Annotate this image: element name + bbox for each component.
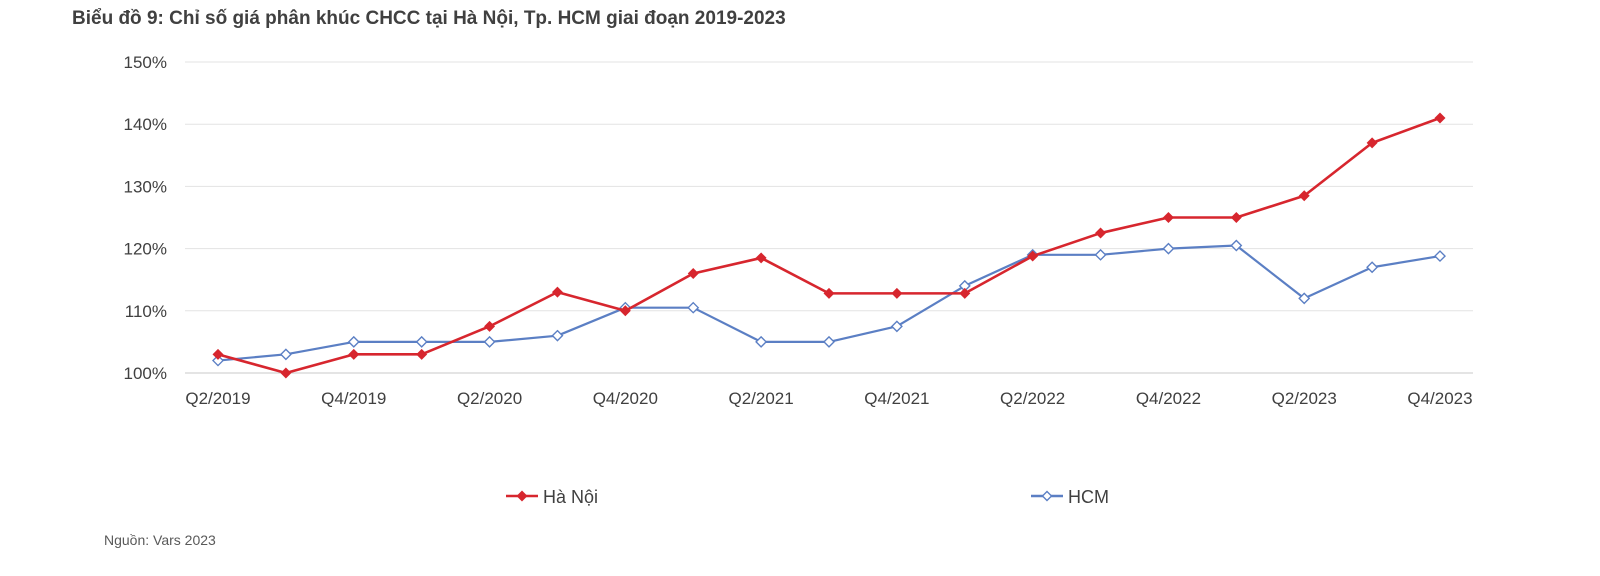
data-point [551, 329, 564, 342]
data-point [212, 348, 224, 360]
data-point [755, 252, 767, 264]
legend: Hà Nội HCM [506, 487, 1109, 507]
data-point [823, 335, 835, 348]
y-tick-label: 110% [125, 302, 167, 321]
gridlines [185, 61, 1473, 374]
data-point [1027, 250, 1039, 262]
x-tick-label: Q4/2020 [593, 389, 658, 408]
data-point [1434, 112, 1446, 124]
series-hcm [212, 239, 1446, 367]
data-point [1366, 261, 1379, 274]
legend-item: Hà Nội [506, 487, 598, 507]
data-point [619, 305, 631, 317]
data-point [1162, 242, 1175, 255]
data-point [416, 348, 428, 360]
data-point [1230, 239, 1243, 252]
x-tick-label: Q4/2023 [1407, 389, 1472, 408]
data-point [1298, 292, 1311, 305]
data-point [484, 320, 496, 332]
legend-marker [1041, 490, 1053, 502]
data-point [1434, 250, 1446, 263]
legend-marker [516, 490, 528, 502]
legend-item: HCM [1031, 487, 1109, 507]
y-tick-label: 130% [124, 177, 167, 196]
x-tick-label: Q2/2021 [728, 389, 793, 408]
data-point [348, 348, 360, 360]
data-point [415, 335, 428, 348]
legend-label: HCM [1068, 487, 1109, 507]
data-point [823, 287, 835, 299]
chart-title: Biểu đồ 9: Chỉ số giá phân khúc CHCC tại… [72, 8, 786, 29]
data-point [1230, 212, 1242, 223]
data-point [551, 286, 563, 298]
data-point [1298, 190, 1310, 202]
data-point [1095, 227, 1107, 239]
x-tick-label: Q2/2019 [185, 389, 250, 408]
data-point [890, 320, 903, 333]
series-lines [212, 112, 1446, 379]
x-tick-label: Q4/2021 [864, 389, 929, 408]
data-point [1162, 212, 1174, 223]
y-axis-ticks: 100% 110% 120% 130% 140% 150% [124, 53, 167, 383]
y-tick-label: 120% [124, 240, 167, 259]
data-point [755, 335, 768, 348]
data-point [959, 287, 971, 299]
data-point [687, 267, 699, 279]
x-tick-label: Q2/2022 [1000, 389, 1065, 408]
data-point [279, 348, 292, 361]
y-tick-label: 150% [124, 53, 167, 72]
source-note: Nguồn: Vars 2023 [104, 532, 216, 548]
data-point [280, 367, 292, 379]
y-tick-label: 140% [124, 115, 167, 134]
series-line [217, 116, 1441, 375]
data-point [891, 287, 903, 299]
data-point [347, 335, 360, 348]
data-point [1366, 137, 1378, 149]
x-tick-label: Q2/2023 [1272, 389, 1337, 408]
data-point [483, 335, 496, 348]
x-tick-label: Q2/2020 [457, 389, 522, 408]
legend-label: Hà Nội [543, 487, 598, 507]
x-axis-ticks: Q2/2019 Q4/2019 Q2/2020 Q4/2020 Q2/2021 Q4/20… [185, 389, 1472, 408]
series-ha-noi [212, 112, 1446, 379]
data-point [212, 354, 224, 367]
data-point [1094, 248, 1107, 261]
y-tick-label: 100% [124, 364, 167, 383]
x-tick-label: Q4/2019 [321, 389, 386, 408]
data-point [687, 301, 700, 314]
x-tick-label: Q4/2022 [1136, 389, 1201, 408]
